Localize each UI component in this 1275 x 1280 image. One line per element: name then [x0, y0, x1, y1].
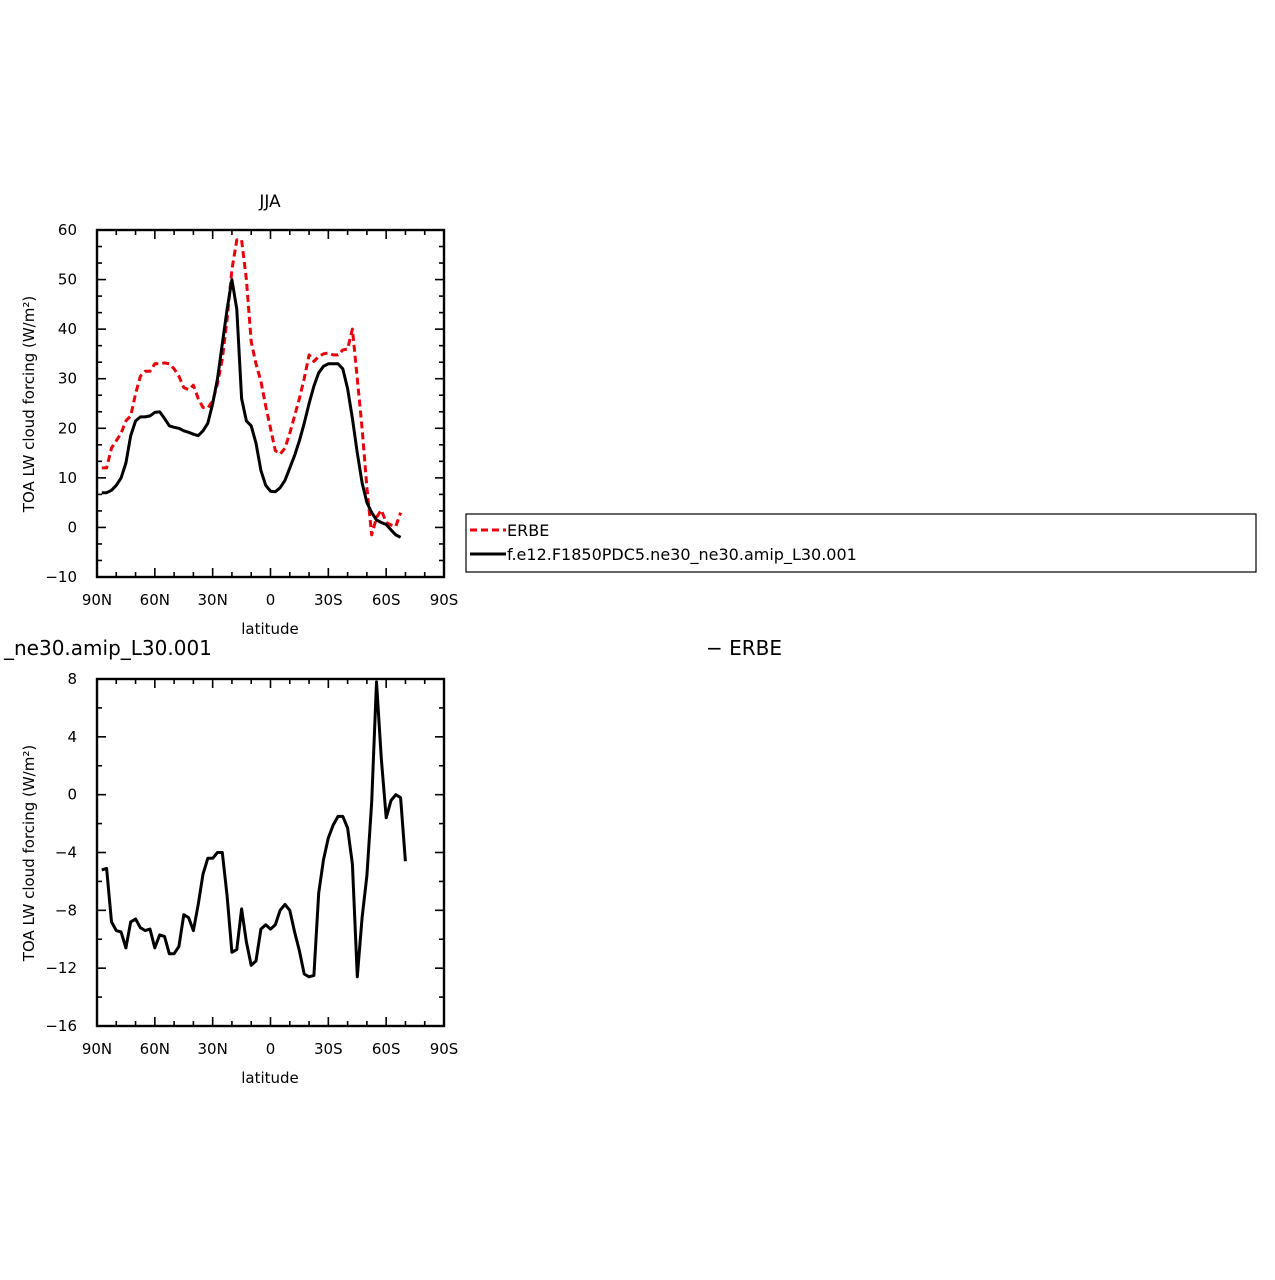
y-tick-label: −4: [55, 844, 77, 862]
y-tick-label: 0: [67, 518, 77, 536]
y-tick-label: 8: [67, 670, 77, 688]
x-tick-label: 90S: [430, 591, 459, 609]
x-tick-label: 60N: [140, 591, 170, 609]
x-tick-label: 30S: [314, 1040, 343, 1058]
series-line-difference: [101, 680, 407, 979]
x-tick-label: 60S: [372, 591, 401, 609]
x-tick-label: 60N: [140, 1040, 170, 1058]
bottom-series: [101, 680, 407, 979]
top-ticks: 90N 60N 30N 0 30S 60S 90S −10 0 10 20 30 40 50 60: [45, 221, 458, 609]
bottom-plot-title-left: _ne30.amip_L30.001: [3, 636, 212, 660]
x-tick-label: 90S: [430, 1040, 459, 1058]
y-tick-label: 30: [58, 370, 77, 388]
y-tick-label: 40: [58, 320, 77, 338]
top-panel: JJA 90N 60N 30N 0 30S 60S 90S−100102030405060 …: [20, 192, 458, 638]
y-tick-label: 0: [67, 786, 77, 804]
bottom-plot-title-right: − ERBE: [706, 636, 782, 660]
y-tick-label: 60: [58, 221, 77, 239]
y-tick-label: 50: [58, 271, 77, 289]
legend-label-erbe: ERBE: [507, 521, 549, 540]
series-line-model: [101, 278, 402, 539]
x-tick-label: 30N: [198, 1040, 228, 1058]
x-tick-label: 30N: [198, 591, 228, 609]
y-tick-label: −10: [45, 568, 77, 586]
legend-box: [465, 513, 1257, 573]
bottom-plot-frame: [95, 677, 446, 1028]
y-tick-label: −12: [45, 959, 77, 977]
top-series: [101, 238, 403, 539]
x-tick-label: 90N: [82, 1040, 112, 1058]
x-tick-label: 90N: [82, 591, 112, 609]
bottom-xlabel: latitude: [241, 1069, 299, 1087]
legend: ERBE f.e12.F1850PDC5.ne30_ne30.amip_L30.…: [465, 513, 1257, 573]
legend-label-model: f.e12.F1850PDC5.ne30_ne30.amip_L30.001: [507, 545, 857, 565]
x-tick-label: 30S: [314, 591, 343, 609]
series-line-erbe: [101, 238, 403, 537]
x-tick-label: 60S: [372, 1040, 401, 1058]
top-plot-title: JJA: [258, 192, 281, 212]
x-tick-label: 0: [266, 591, 276, 609]
top-xlabel: latitude: [241, 620, 299, 638]
top-ylabel: TOA LW cloud forcing (W/m²): [20, 296, 38, 513]
x-tick-label: 0: [266, 1040, 276, 1058]
y-tick-label: 10: [58, 469, 77, 487]
y-tick-label: 4: [67, 728, 77, 746]
y-tick-label: −8: [55, 901, 77, 919]
y-tick-label: 20: [58, 419, 77, 437]
bottom-ticks: 90N 60N 30N 0 30S 60S 90S −16 −12 −8 −4 0 4 8: [45, 670, 458, 1058]
y-tick-label: −16: [45, 1017, 77, 1035]
bottom-ylabel: TOA LW cloud forcing (W/m²): [20, 745, 38, 962]
bottom-panel: _ne30.amip_L30.001 − ERBE 90N 60N 30N 0 30S 6…: [3, 636, 782, 1087]
